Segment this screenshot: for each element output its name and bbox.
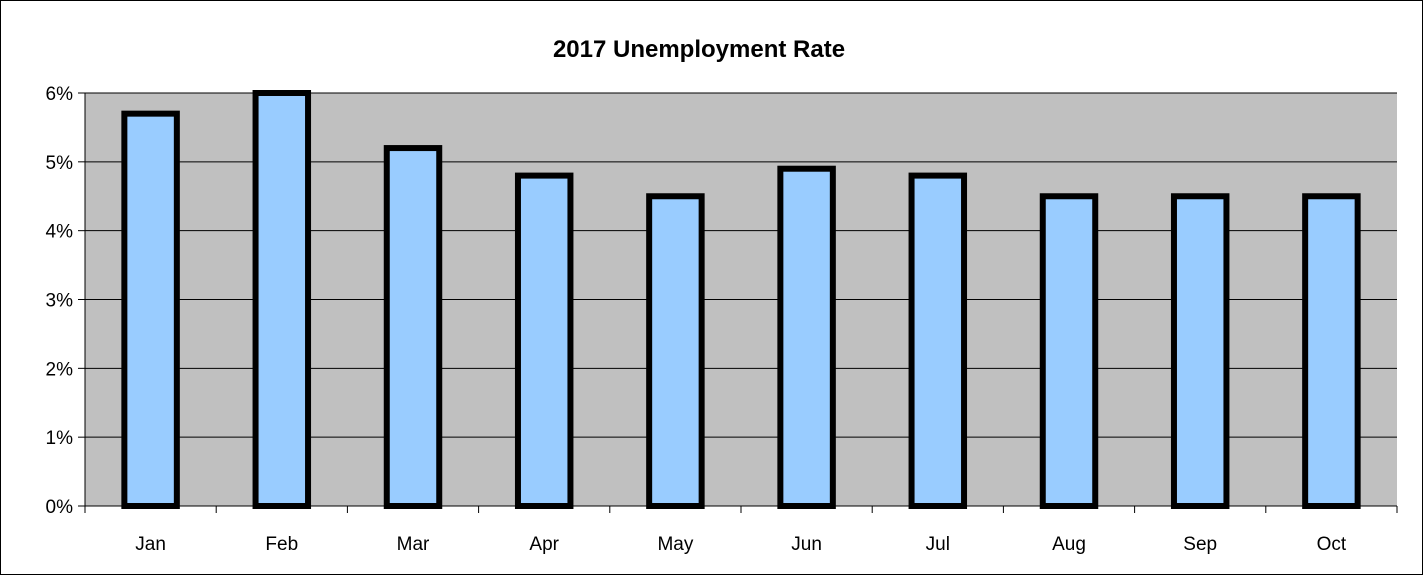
bar-jun xyxy=(777,165,836,509)
x-tick-label: Jan xyxy=(135,534,166,555)
x-tick-label: Mar xyxy=(397,534,430,555)
x-tick-label: Apr xyxy=(529,534,559,555)
bar-apr xyxy=(514,172,574,509)
x-tick-label: Sep xyxy=(1183,534,1217,555)
y-tick-label: 3% xyxy=(46,291,74,312)
x-tick-label: Feb xyxy=(265,534,298,555)
bar-jul xyxy=(908,172,968,509)
x-tick-label: May xyxy=(657,534,693,555)
y-tick-label: 4% xyxy=(46,222,74,243)
y-tick-label: 6% xyxy=(46,84,74,105)
x-tick-label: Aug xyxy=(1052,534,1086,555)
x-tick-label: Jul xyxy=(926,534,950,555)
y-tick-label: 1% xyxy=(46,428,74,449)
y-tick-label: 0% xyxy=(46,497,74,518)
bar-mar xyxy=(383,145,443,509)
bar-aug xyxy=(1039,193,1099,509)
y-tick-label: 2% xyxy=(46,359,74,380)
bar-jan xyxy=(121,110,180,510)
x-tick-label: Oct xyxy=(1317,534,1347,555)
bar-oct xyxy=(1302,193,1361,509)
bar-may xyxy=(646,193,705,509)
y-tick-label: 5% xyxy=(46,153,74,174)
plot-area: 0% 1% 2% 3% 4% 5% 6% Jan Feb Mar Apr May Jun Jul Aug Se… xyxy=(46,84,1398,555)
bar-feb xyxy=(252,90,312,509)
x-tick-label: Jun xyxy=(791,534,822,555)
bar-sep xyxy=(1170,193,1230,509)
chart-title: 2017 Unemployment Rate xyxy=(553,36,845,63)
